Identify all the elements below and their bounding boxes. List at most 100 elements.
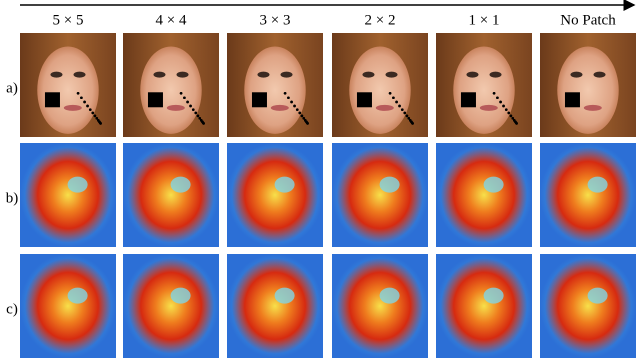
image-grid [20,33,636,358]
face [349,46,411,134]
activation [544,258,632,354]
eye [362,71,375,78]
patch [564,92,580,108]
eye [466,71,479,78]
face-image [227,33,323,137]
landmark [189,104,192,108]
landmark [504,108,508,111]
heatmap-image [332,254,428,358]
landmark [179,91,183,95]
mouth [63,104,82,111]
landmark [199,119,203,122]
eye [489,71,502,78]
row-label: b) [6,190,19,206]
mouth [375,104,394,111]
landmark [303,119,307,122]
column-header: No Patch [560,12,616,28]
landmark [408,119,412,122]
eye [593,71,606,78]
face [37,46,99,134]
heatmap-image [227,254,323,358]
column-header: 5 × 5 [53,12,84,28]
face [140,46,202,134]
landmark [395,100,398,104]
landmark [492,91,496,95]
activation [440,258,528,354]
face-image [123,33,219,137]
landmark [388,91,392,95]
activation [24,258,112,354]
cool-region [483,287,504,304]
landmark [76,91,80,95]
activation [336,147,424,243]
heatmap-image [123,143,219,247]
face [453,46,515,134]
row-label: c) [6,301,18,317]
eye [570,71,583,78]
face [557,46,619,134]
landmark [96,119,100,122]
landmark [398,104,401,108]
column-header: 4 × 4 [156,12,187,28]
row-label: a) [6,80,18,96]
landmark [88,108,92,111]
patch [44,92,60,108]
landmark [502,104,505,108]
eye [385,71,398,78]
landmark [499,100,502,104]
landmark [405,114,409,118]
landmark [400,108,404,111]
landmark [95,117,99,120]
landmark [91,111,95,115]
landmark [511,117,515,120]
activation [24,147,112,243]
landmark [83,100,86,104]
landmark [407,117,411,120]
cool-region [274,287,295,304]
landmark [186,100,189,104]
patch [460,92,476,108]
heatmap-image [20,143,116,247]
landmark [290,100,293,104]
cool-region [379,287,400,304]
mouth [270,104,289,111]
heatmap-image [436,143,532,247]
landmark [191,108,195,111]
cool-region [170,287,191,304]
landmark [512,119,516,122]
heatmap-image [227,143,323,247]
landmark [93,114,97,118]
mouth [166,104,185,111]
patch [251,92,267,108]
face-image [332,33,428,137]
landmark [392,96,395,100]
face-image [436,33,532,137]
face-image [540,33,636,137]
eye [257,71,270,78]
column-header: 1 × 1 [469,12,500,28]
eye [153,71,166,78]
column-header: 2 × 2 [365,12,396,28]
landmark [293,104,296,108]
activation [127,147,215,243]
heatmap-image [332,143,428,247]
eye [176,71,189,78]
cool-region [170,176,191,193]
landmark [509,114,513,118]
activation [544,147,632,243]
landmark [496,96,499,100]
heatmap-image [540,143,636,247]
mouth [479,104,498,111]
patch [356,92,372,108]
eye [50,71,63,78]
column-header: 3 × 3 [260,12,291,28]
landmark [507,111,511,115]
cool-region [483,176,504,193]
activation [231,147,319,243]
cool-region [379,176,400,193]
activation [231,258,319,354]
face-image [20,33,116,137]
face [244,46,306,134]
cool-region [587,176,608,193]
